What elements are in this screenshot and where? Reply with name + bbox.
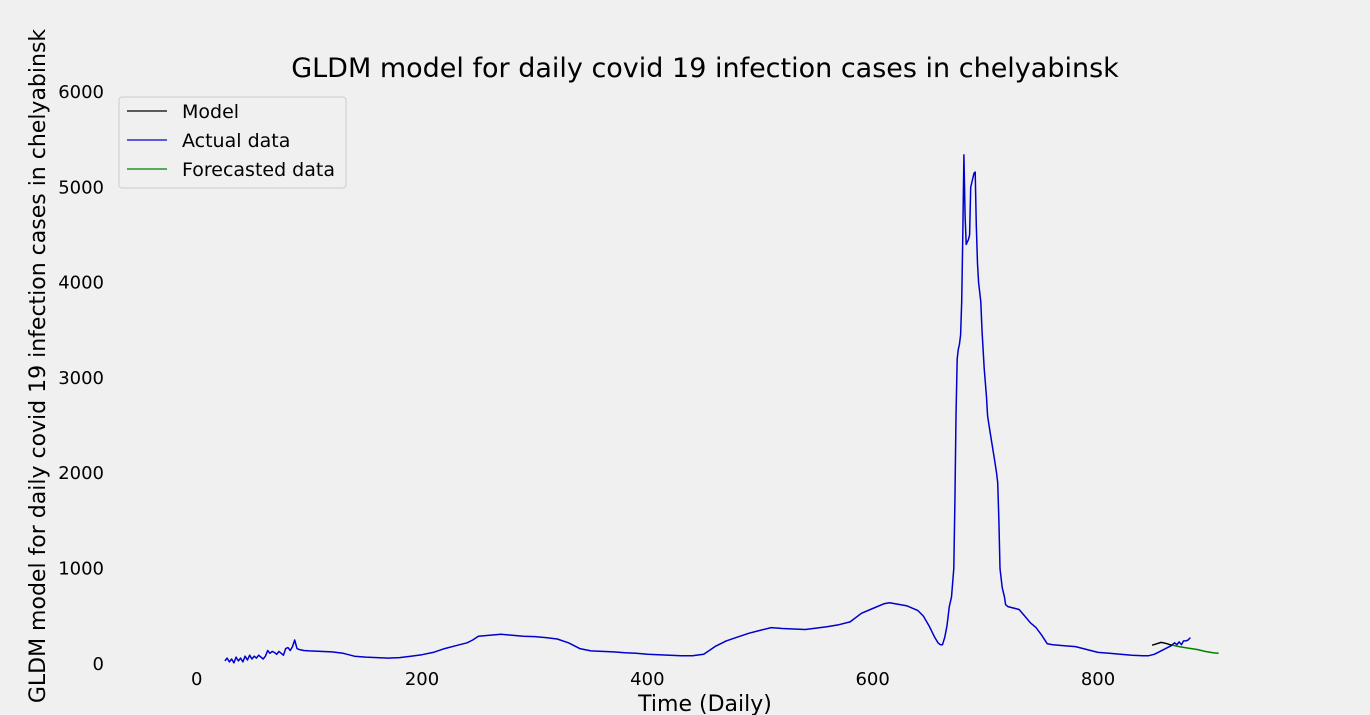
legend-actual-label: Actual data xyxy=(182,130,290,152)
legend-model-label: Model xyxy=(182,101,239,123)
legend-forecast-label: Forecasted data xyxy=(182,159,335,181)
chart-title: GLDM model for daily covid 19 infection … xyxy=(291,53,1119,84)
x-axis-ticks: 0 200 400 600 800 xyxy=(191,669,1115,690)
series-line-model xyxy=(1151,641,1173,646)
x-tick-label: 200 xyxy=(405,669,439,690)
series-layer xyxy=(224,154,1219,664)
y-tick-label: 0 xyxy=(93,654,104,675)
y-tick-label: 4000 xyxy=(58,273,104,294)
series-line-forecasted-data xyxy=(1172,644,1219,655)
y-tick-label: 6000 xyxy=(58,82,104,103)
x-axis-label: Time (Daily) xyxy=(637,692,772,715)
legend: Model Actual data Forecasted data xyxy=(118,96,347,189)
y-tick-label: 5000 xyxy=(58,177,104,198)
x-tick-label: 600 xyxy=(855,669,889,690)
series-line-actual-data xyxy=(224,154,1191,664)
y-tick-label: 1000 xyxy=(58,558,104,579)
x-tick-label: 400 xyxy=(630,669,664,690)
y-axis-label: GLDM model for daily covid 19 infection … xyxy=(26,29,51,704)
x-tick-label: 0 xyxy=(191,669,202,690)
y-axis-ticks: 0 1000 2000 3000 4000 5000 6000 xyxy=(58,82,104,675)
legend-box xyxy=(118,96,347,189)
y-tick-label: 3000 xyxy=(58,368,104,389)
y-tick-label: 2000 xyxy=(58,463,104,484)
x-tick-label: 800 xyxy=(1081,669,1115,690)
